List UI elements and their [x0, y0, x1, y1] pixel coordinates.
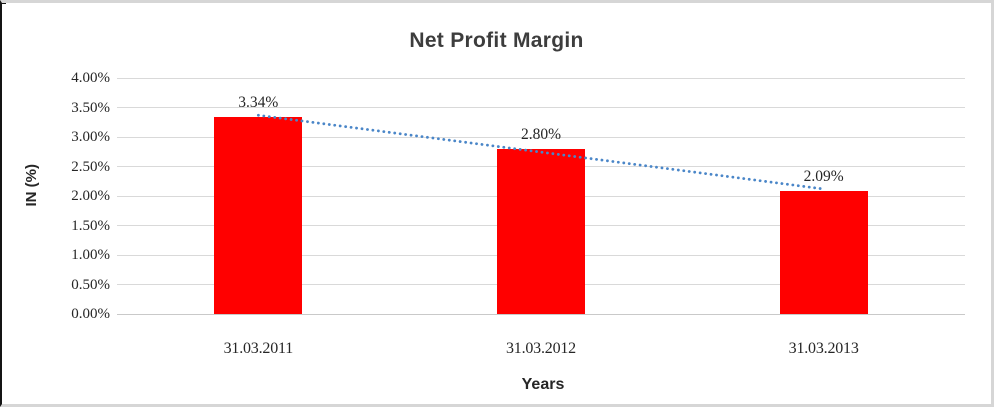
gridline [117, 107, 965, 108]
chart-title: Net Profit Margin [409, 29, 584, 52]
bar-31.03.2012 [497, 148, 585, 314]
bar-31.03.2011 [214, 116, 303, 314]
plot-area [117, 77, 965, 315]
y-tick-label: 0.50% [71, 276, 110, 293]
trendline [256, 113, 826, 191]
gridline [117, 77, 965, 79]
gridline [117, 313, 965, 315]
x-tick-label: 31.03.2013 [788, 340, 859, 357]
y-tick-label: 2.50% [71, 158, 110, 175]
data-label: 3.34% [238, 93, 279, 111]
gridline [117, 136, 965, 138]
x-tick-label: 31.03.2012 [505, 340, 576, 357]
y-tick-label: 2.00% [71, 188, 110, 204]
data-label: 2.80% [520, 125, 562, 143]
x-tick-label: 31.03.2011 [223, 340, 294, 357]
y-tick-label: 3.50% [71, 99, 110, 116]
x-axis-title: Years [521, 376, 565, 393]
y-tick-label: 1.50% [71, 217, 110, 234]
data-label: 2.09% [803, 167, 844, 185]
y-tick-label: 3.00% [71, 129, 110, 145]
y-tick-label: 0.00% [71, 306, 110, 322]
y-tick-label: 4.00% [71, 70, 110, 86]
frame-corner-cap [2, 3, 6, 4]
bar-31.03.2013 [779, 190, 868, 314]
y-tick-label: 1.00% [71, 247, 110, 263]
